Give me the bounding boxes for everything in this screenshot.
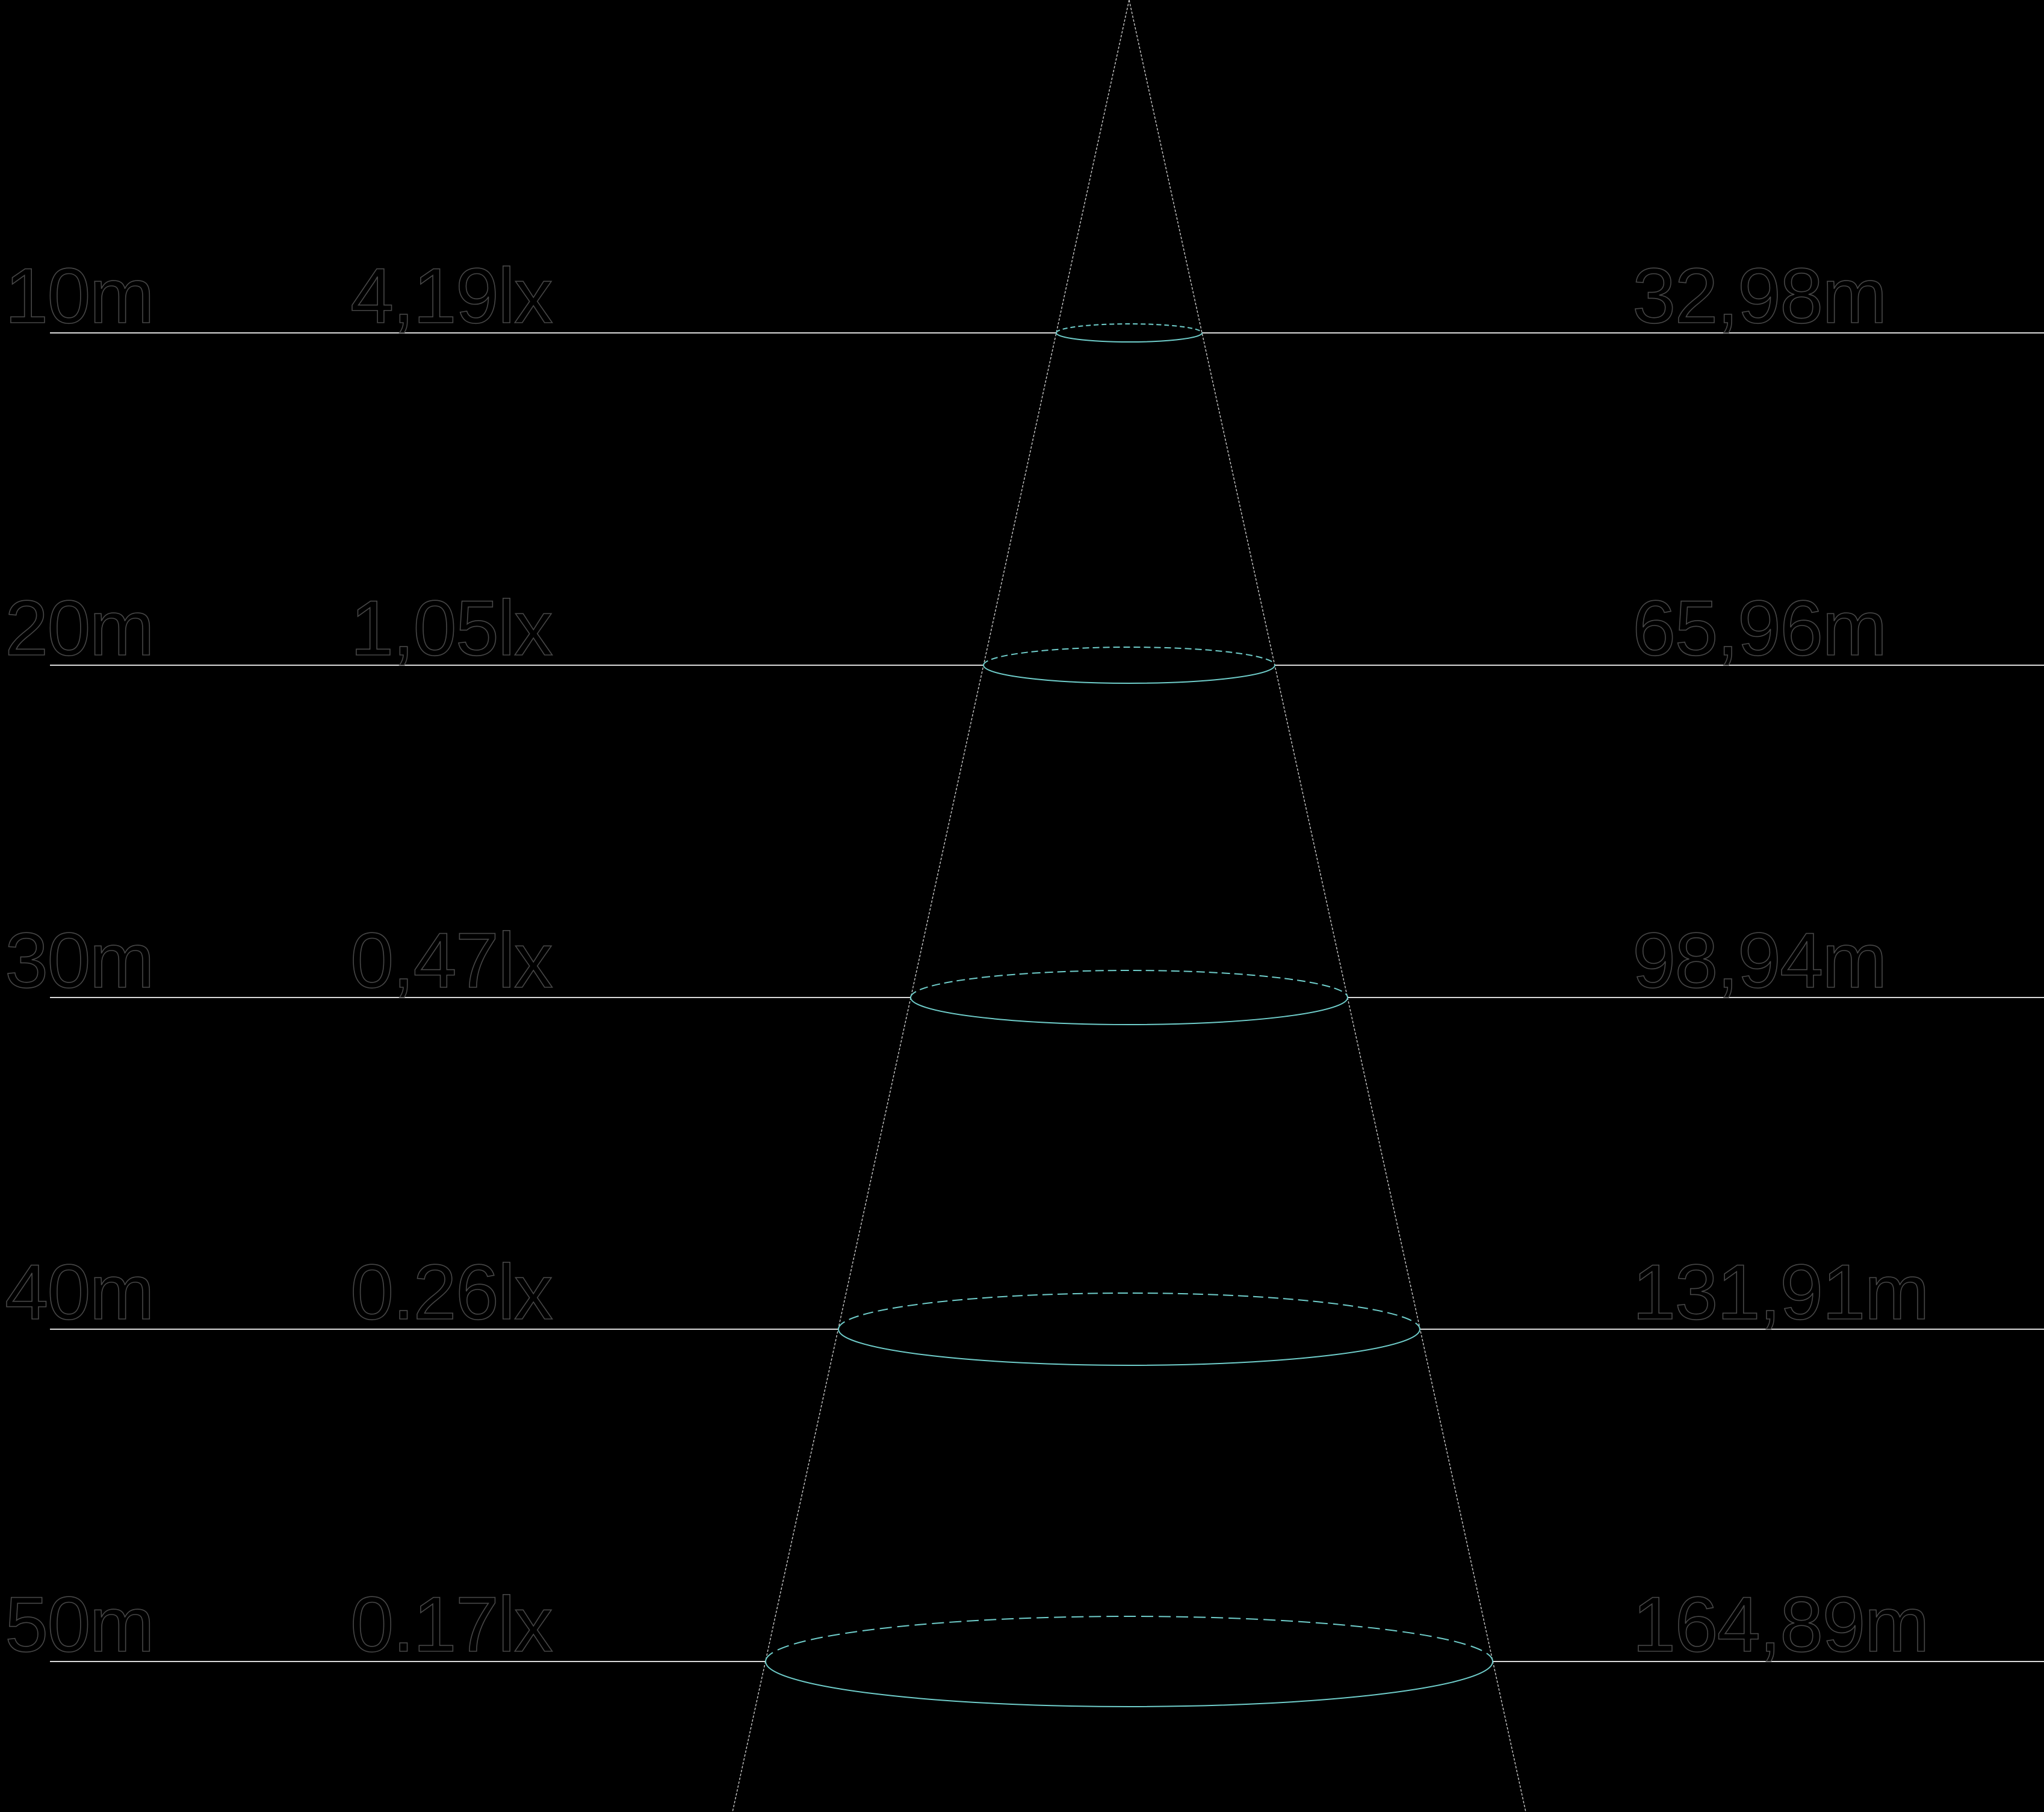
beam-ellipse-front-solid bbox=[910, 997, 1348, 1025]
level-10m: 10m 4,19lx 32,98m bbox=[4, 251, 2044, 343]
cone-left-edge-line bbox=[732, 0, 1130, 1812]
beam-ellipse-back-dashed bbox=[983, 647, 1275, 666]
level-50m: 50m 0.17lx 164,89m bbox=[4, 1580, 2044, 1707]
illuminance-label: 0.17lx bbox=[350, 1580, 553, 1668]
level-20m: 20m 1,05lx 65,96m bbox=[4, 583, 2044, 684]
beam-ellipse-back-dashed bbox=[1056, 323, 1203, 334]
illuminance-label: 0.26lx bbox=[350, 1248, 553, 1336]
beam-ellipse-back-dashed bbox=[910, 970, 1348, 998]
distance-label: 50m bbox=[5, 1580, 153, 1668]
beam-ellipse-front-solid bbox=[838, 1329, 1420, 1366]
distance-label: 20m bbox=[5, 584, 153, 672]
beam-diameter-label: 131,91m bbox=[1632, 1248, 1928, 1336]
level-40m: 40m 0.26lx 131,91m bbox=[4, 1247, 2044, 1366]
beam-ellipse-back-dashed bbox=[765, 1616, 1493, 1662]
illuminance-label: 4,19lx bbox=[350, 252, 553, 340]
distance-label: 30m bbox=[5, 916, 153, 1004]
beam-diameter-label: 164,89m bbox=[1632, 1580, 1928, 1668]
illuminance-label: 0,47lx bbox=[350, 916, 553, 1004]
beam-ellipse-back-dashed bbox=[838, 1292, 1420, 1330]
beam-ellipse-front-solid bbox=[1056, 332, 1203, 343]
distance-label: 40m bbox=[5, 1248, 153, 1336]
beam-diameter-label: 98,94m bbox=[1632, 916, 1886, 1004]
beam-ellipse-front-solid bbox=[983, 665, 1275, 684]
illuminance-label: 1,05lx bbox=[350, 584, 553, 672]
beam-ellipse-front-solid bbox=[765, 1661, 1493, 1707]
beam-diameter-label: 32,98m bbox=[1632, 252, 1886, 340]
cone-right-edge-line bbox=[1129, 0, 1526, 1812]
distance-label: 10m bbox=[5, 252, 153, 340]
cone-edges bbox=[732, 0, 1526, 1812]
level-30m: 30m 0,47lx 98,94m bbox=[4, 916, 2044, 1025]
beam-diameter-label: 65,96m bbox=[1632, 584, 1886, 672]
